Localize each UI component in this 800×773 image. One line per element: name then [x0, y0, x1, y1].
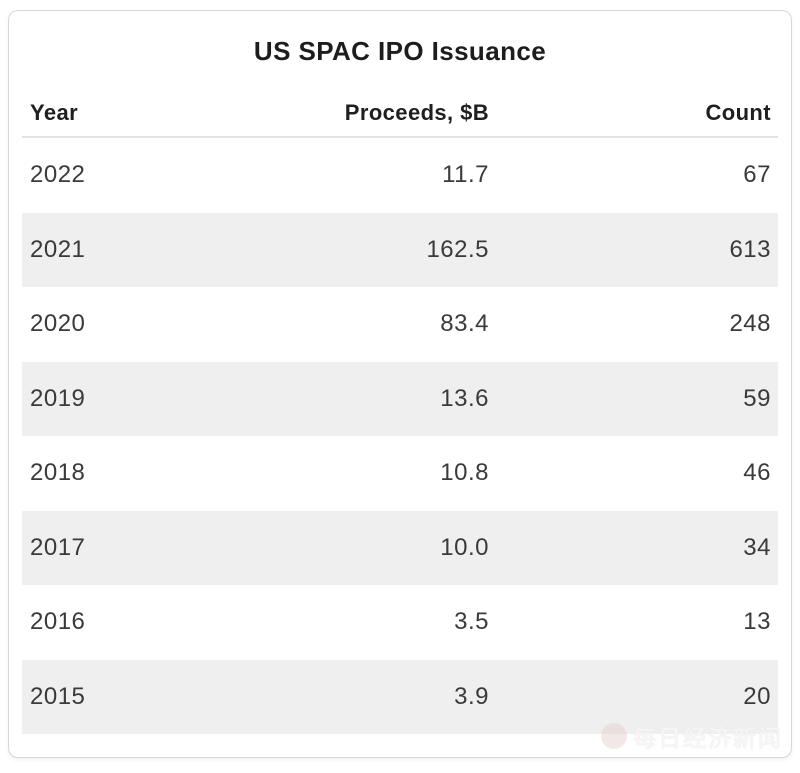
- count-cell: 34: [743, 533, 771, 561]
- year-cell: 2018: [30, 459, 86, 487]
- table-row: 2021 162.5 613: [22, 212, 778, 287]
- table-row: 2017 10.0 34: [22, 510, 778, 585]
- count-cell: 613: [729, 235, 771, 263]
- page-title: US SPAC IPO Issuance: [253, 36, 547, 66]
- column-header-count: Count: [705, 100, 771, 125]
- proceeds-cell: 13.6: [440, 384, 489, 412]
- year-cell: 2016: [30, 608, 86, 636]
- count-cell: 59: [743, 384, 771, 412]
- table-row: 2016 3.5 13: [22, 585, 778, 660]
- table-row: 2018 10.8 46: [22, 436, 778, 511]
- proceeds-cell: 83.4: [440, 310, 489, 338]
- proceeds-cell: 3.5: [454, 608, 489, 636]
- table-row: 2019 13.6 59: [22, 361, 778, 436]
- count-cell: 67: [743, 161, 771, 189]
- table-row: 2022 11.7 67: [22, 138, 778, 213]
- proceeds-cell: 3.9: [454, 682, 489, 710]
- proceeds-cell: 11.7: [442, 161, 489, 189]
- count-cell: 13: [743, 608, 771, 636]
- year-cell: 2019: [30, 384, 86, 412]
- column-header-year: Year: [30, 100, 79, 125]
- year-cell: 2021: [30, 235, 86, 263]
- table-row: 2015 3.9 20: [22, 659, 778, 734]
- table-row: 2020 83.4 248: [22, 287, 778, 362]
- spac-ipo-table: Year Proceeds, $B Count 2022 11.7 67 202…: [22, 89, 778, 734]
- year-cell: 2022: [30, 161, 86, 189]
- year-cell: 2015: [30, 682, 86, 710]
- table-body: 2022 11.7 67 2021 162.5 613 2020 83.4 24…: [22, 138, 778, 734]
- table-header-row: Year Proceeds, $B Count: [22, 89, 778, 138]
- column-header-proceeds: Proceeds, $B: [344, 100, 489, 125]
- count-cell: 248: [729, 310, 771, 338]
- year-cell: 2020: [30, 310, 86, 338]
- count-cell: 20: [743, 682, 771, 710]
- spac-ipo-table-card: US SPAC IPO Issuance Year Proceeds, $B C…: [8, 10, 792, 758]
- proceeds-cell: 162.5: [426, 235, 489, 263]
- count-cell: 46: [743, 459, 771, 487]
- year-cell: 2017: [30, 533, 86, 561]
- proceeds-cell: 10.8: [440, 459, 489, 487]
- proceeds-cell: 10.0: [440, 533, 489, 561]
